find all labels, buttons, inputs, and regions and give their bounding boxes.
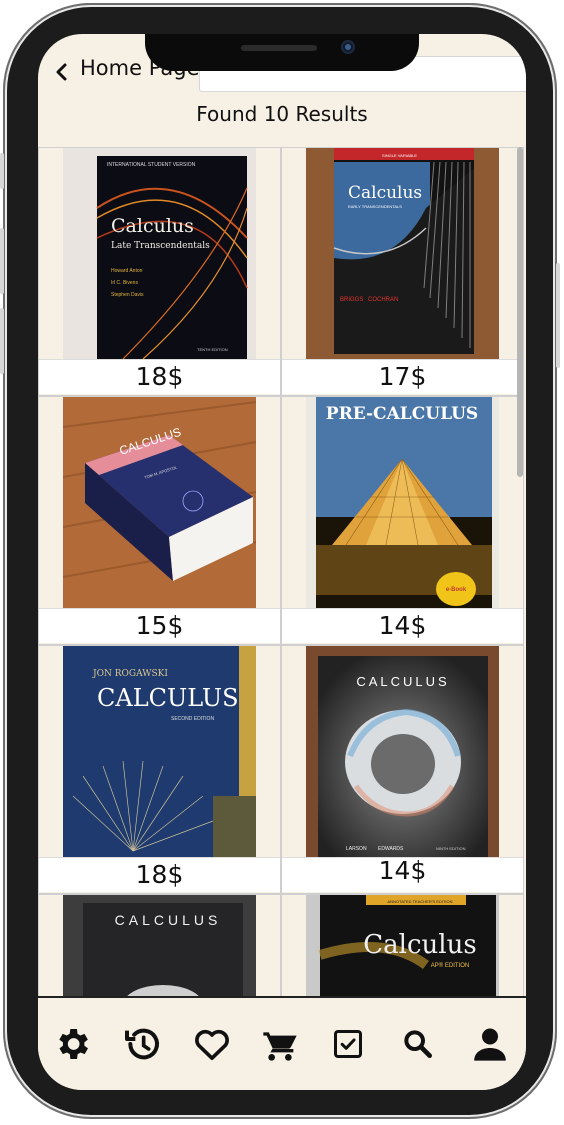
book-card[interactable]: ANNOTATED TEACHER'S EDITION Calculus AP®… (281, 894, 524, 997)
cover-subtitle: EARLY TRANSCENDENTALS (348, 204, 402, 209)
cover-title: PRE-CALCULUS (326, 404, 478, 424)
book-card[interactable]: JON ROGAWSKI CALCULUS SECOND EDITION 18$ (38, 645, 281, 894)
cover-author: Stephen Davis (111, 292, 144, 298)
tab-history[interactable] (122, 1024, 162, 1064)
price-bar (282, 857, 523, 892)
price-bar (39, 608, 280, 643)
history-icon (125, 1028, 159, 1060)
phone-notch (145, 34, 419, 71)
book-price: 15$ (135, 611, 184, 640)
chevron-left-icon[interactable] (50, 60, 74, 84)
heart-icon (195, 1029, 229, 1060)
tab-profile[interactable] (470, 1024, 510, 1064)
gear-icon (59, 1029, 88, 1059)
checkbox-icon (334, 1030, 362, 1058)
book-card[interactable]: CALCULUS LARSON EDWARDS NINTH EDITION 14… (281, 645, 524, 894)
person-icon (474, 1028, 506, 1061)
book-cover-image[interactable]: CALCULUS LARSON EDWARDS NINTH EDITION (306, 646, 499, 857)
cover-title: CALCULUS (115, 912, 222, 928)
book-cover-image[interactable]: INTERNATIONAL STUDENT VERSION Calculus L… (63, 148, 256, 359)
book-cover-image[interactable]: PRE-CALCULUS e-Book (306, 397, 499, 608)
cover-subtitle: SECOND EDITION (171, 716, 214, 722)
book-card[interactable]: INTERNATIONAL STUDENT VERSION Calculus L… (38, 147, 281, 396)
cover-author: EDWARDS (378, 846, 404, 852)
tab-favorites[interactable] (192, 1024, 232, 1064)
book-cover-image[interactable]: JON ROGAWSKI CALCULUS SECOND EDITION (63, 646, 256, 857)
cover-title: Calculus (348, 183, 422, 203)
cover-title: Calculus (111, 215, 194, 237)
book-cover-image[interactable]: SINGLE VARIABLE Calculus EARLY TRANSCEND… (306, 148, 499, 359)
volume-down-button (0, 308, 4, 374)
tab-orders[interactable] (328, 1024, 368, 1064)
cover-subtitle: AP® EDITION (431, 962, 469, 969)
cover-edition: TENTH EDITION (197, 347, 228, 352)
price-bar (282, 608, 523, 643)
cover-badge: e-Book (446, 587, 467, 593)
cover-top-text: ANNOTATED TEACHER'S EDITION (388, 899, 453, 904)
cover-top-text: INTERNATIONAL STUDENT VERSION (107, 162, 196, 168)
price-bar (39, 857, 280, 892)
mute-switch (0, 153, 4, 189)
speaker-grille (241, 45, 317, 51)
book-price: 17$ (378, 362, 427, 391)
cover-title: CALCULUS (97, 684, 239, 712)
bottom-tab-bar (38, 996, 526, 1090)
search-icon (404, 1030, 432, 1058)
cover-top-text: JON ROGAWSKI (92, 669, 168, 679)
tab-settings[interactable] (52, 1024, 92, 1064)
cover-author: LARSON (346, 846, 367, 852)
results-count: Found 10 Results (196, 102, 368, 126)
cart-icon (263, 1032, 297, 1061)
book-price: 14$ (378, 856, 427, 885)
cover-author: BRIGGS (340, 297, 363, 303)
front-camera (341, 40, 355, 54)
book-cover-image[interactable]: ANNOTATED TEACHER'S EDITION Calculus AP®… (306, 895, 499, 997)
book-card[interactable]: CALCULUS TOM M. APOSTOL 15$ (38, 396, 281, 645)
volume-up-button (0, 228, 4, 294)
power-button (556, 263, 560, 368)
cover-author: Howard Anton (111, 268, 143, 274)
price-bar (282, 359, 523, 394)
book-cover-image[interactable]: CALCULUS (63, 895, 256, 997)
book-price: 18$ (135, 362, 184, 391)
price-bar (39, 359, 280, 394)
cover-top-text: SINGLE VARIABLE (382, 153, 417, 158)
cover-title: Calculus (363, 930, 476, 960)
app-screen: Home Page Found 10 Results INTERNATIONAL… (38, 34, 526, 1090)
book-grid: INTERNATIONAL STUDENT VERSION Calculus L… (38, 147, 526, 997)
cover-subtitle: Late Transcendentals (111, 241, 210, 251)
cover-author: Irl C. Bivens (111, 280, 138, 286)
book-card[interactable]: PRE-CALCULUS e-Book 14$ (281, 396, 524, 645)
tab-cart[interactable] (260, 1024, 300, 1064)
tab-search[interactable] (398, 1024, 438, 1064)
book-card[interactable]: CALCULUS (38, 894, 281, 997)
book-cover-image[interactable]: CALCULUS TOM M. APOSTOL (63, 397, 256, 608)
book-price: 18$ (135, 860, 184, 889)
book-price: 14$ (378, 611, 427, 640)
book-card[interactable]: SINGLE VARIABLE Calculus EARLY TRANSCEND… (281, 147, 524, 396)
cover-edition: NINTH EDITION (436, 846, 466, 851)
scrollbar[interactable] (517, 147, 523, 477)
cover-title: CALCULUS (356, 674, 449, 689)
cover-author: COCHRAN (368, 297, 398, 303)
